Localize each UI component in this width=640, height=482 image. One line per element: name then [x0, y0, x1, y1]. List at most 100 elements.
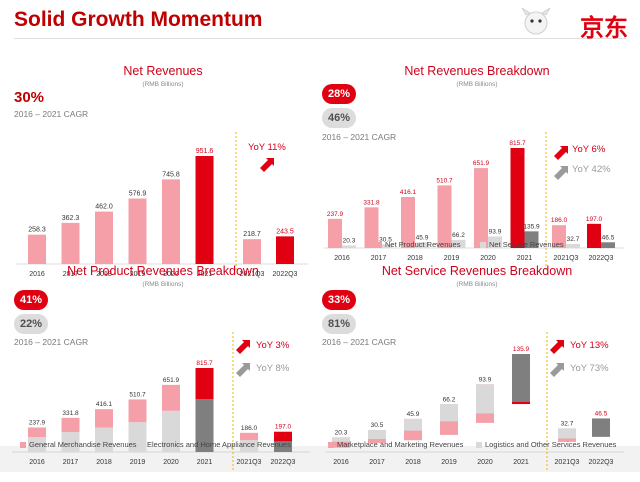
service-breakdown-bar-bottom: [332, 437, 350, 448]
product-breakdown-tick-label: 2018: [96, 459, 112, 466]
service-breakdown-bar-top: [512, 354, 530, 402]
net-revenues-bar: [95, 211, 113, 264]
service-breakdown-tick-label: 2020: [477, 459, 493, 466]
net-revenues-data-label: 462.0: [95, 204, 113, 211]
product-breakdown-bar-top: [274, 431, 292, 442]
service-breakdown-total-label: 93.9: [479, 376, 492, 383]
service-up-arrow-icon: [554, 166, 568, 180]
electronics-cagr-badge: 22%: [14, 314, 48, 334]
net-revenues-tick-label: 2021: [197, 271, 213, 278]
net-revenues-title: Net Revenues: [123, 64, 203, 78]
net-revenues-data-label: 576.9: [129, 191, 147, 198]
service-breakdown-bar-top: [558, 428, 576, 439]
net-revenues-data-label: 218.7: [243, 231, 261, 238]
legend-swatch: [376, 242, 382, 249]
net-revenues-bar: [276, 236, 294, 264]
net-product-breakdown-unit: (RMB Billions): [142, 281, 184, 288]
legend-marketplace: Marketplace and Marketing Revenues: [328, 440, 463, 449]
product-breakdown-total-label: 331.8: [62, 410, 79, 417]
net-revenues-breakdown-cagr-label: 2016 – 2021 CAGR: [322, 132, 397, 142]
net-revenues-data-label: 951.6: [196, 148, 214, 155]
logistics-yoy: YoY 73%: [570, 363, 609, 374]
product-breakdown-bar-top: [61, 417, 80, 433]
product-breakdown-bar-top: [95, 409, 113, 428]
service-revenue-data-label: 45.9: [416, 234, 429, 241]
logistics-cagr-badge: 81%: [322, 314, 356, 334]
service-revenue-bar: [601, 242, 615, 248]
service-breakdown-total-label: 135.9: [513, 346, 530, 353]
product-breakdown-bar-top: [128, 399, 147, 423]
product-breakdown-tick-label: 2021: [197, 459, 213, 466]
legend-service: Net Service Revenues: [480, 240, 564, 249]
service-revenue-bar: [378, 244, 393, 248]
legend-electronics: Electronics and Home Appliance Revenues: [138, 440, 291, 449]
product-breakdown-total-label: 651.9: [163, 377, 180, 384]
net-revenues-tick-label: 2020: [163, 271, 179, 278]
product-breakdown-total-label: 815.7: [196, 360, 213, 367]
service-breakdown-tick-label: 2017: [369, 459, 385, 466]
net-revenues-bar: [243, 239, 261, 264]
breakdown-tick-label: 2021: [517, 255, 533, 262]
legend-logistics-label: Logistics and Other Services Revenues: [485, 440, 617, 449]
product-breakdown-total-label: 510.7: [129, 391, 146, 398]
product-breakdown-bar-bottom: [28, 437, 46, 452]
service-revenue-bar: [566, 243, 580, 248]
net-service-breakdown-title: Net Service Revenues Breakdown: [381, 264, 573, 278]
net-revenues-tick-label: 2022Q3: [273, 271, 298, 278]
net-revenues-panel: Net Revenues (RMB Billions) 30% 2016 – 2…: [8, 62, 318, 282]
service-revenue-data-label: 66.2: [452, 232, 465, 239]
product-up-arrow-icon: [554, 146, 568, 160]
product-breakdown-total-label: 197.0: [275, 424, 292, 431]
legend-general-merch-label: General Merchandise Revenues: [29, 440, 137, 449]
product-revenue-bar: [552, 225, 566, 248]
breakdown-tick-label: 2020: [480, 255, 496, 262]
service-breakdown-total-label: 30.5: [371, 422, 384, 429]
product-breakdown-bar-top: [28, 427, 46, 438]
net-service-breakdown-panel: Net Service Revenues Breakdown (RMB Bill…: [322, 262, 632, 482]
breakdown-tick-label: 2018: [407, 255, 423, 262]
service-breakdown-tick-label: 2018: [405, 459, 421, 466]
product-breakdown-tick-label: 2020: [163, 459, 179, 466]
net-revenues-tick-label: 2021Q3: [240, 271, 265, 278]
product-breakdown-bar-bottom: [240, 440, 258, 452]
service-revenue-data-label: 32.7: [567, 236, 580, 243]
product-breakdown-total-label: 186.0: [241, 425, 258, 432]
product-revenue-bar: [328, 218, 342, 248]
product-breakdown-tick-label: 2017: [63, 459, 79, 466]
breakdown-tick-label: 2019: [444, 255, 460, 262]
legend-swatch: [138, 442, 144, 449]
jd-mascot-icon: [521, 7, 551, 35]
product-breakdown-bar-bottom: [61, 432, 80, 452]
title-divider: [14, 38, 626, 39]
service-breakdown-tick-label: 2021Q3: [555, 459, 580, 466]
product-breakdown-bar-bottom: [162, 410, 180, 452]
product-revenue-bar: [437, 185, 452, 248]
legend-service-label: Net Service Revenues: [489, 240, 564, 249]
product-breakdown-up-arrow-grey-icon: [236, 363, 250, 377]
service-breakdown-total-label: 32.7: [561, 420, 574, 427]
product-breakdown-bar-top: [162, 384, 180, 411]
net-service-breakdown-cagr-label: 2016 – 2021 CAGR: [322, 337, 397, 347]
product-breakdown-bar-bottom: [274, 441, 292, 452]
service-breakdown-total-label: 46.5: [595, 410, 608, 417]
product-cagr-badge: 28%: [322, 84, 356, 104]
service-revenue-bar: [488, 236, 502, 248]
product-revenue-bar: [474, 168, 488, 248]
service-revenue-data-label: 20.3: [343, 238, 356, 245]
legend-swatch: [20, 442, 26, 449]
net-revenues-breakdown-unit: (RMB Billions): [456, 81, 498, 88]
net-revenues-unit: (RMB Billions): [142, 81, 184, 88]
net-revenues-yoy: YoY 11%: [248, 142, 286, 153]
service-yoy: YoY 42%: [572, 164, 611, 175]
marketplace-yoy: YoY 13%: [570, 340, 609, 351]
legend-marketplace-label: Marketplace and Marketing Revenues: [337, 440, 464, 449]
net-product-breakdown-cagr-label: 2016 – 2021 CAGR: [14, 337, 89, 347]
service-breakdown-up-arrow-icon: [550, 340, 564, 354]
service-breakdown-up-arrow-grey-icon: [550, 363, 564, 377]
net-revenues-bar: [128, 198, 147, 264]
breakdown-tick-label: 2017: [371, 255, 387, 262]
product-revenue-bar: [401, 196, 415, 248]
net-revenues-cagr-label: 2016 – 2021 CAGR: [14, 109, 89, 119]
service-revenue-data-label: 93.9: [489, 228, 502, 235]
product-revenue-bar: [587, 223, 601, 248]
